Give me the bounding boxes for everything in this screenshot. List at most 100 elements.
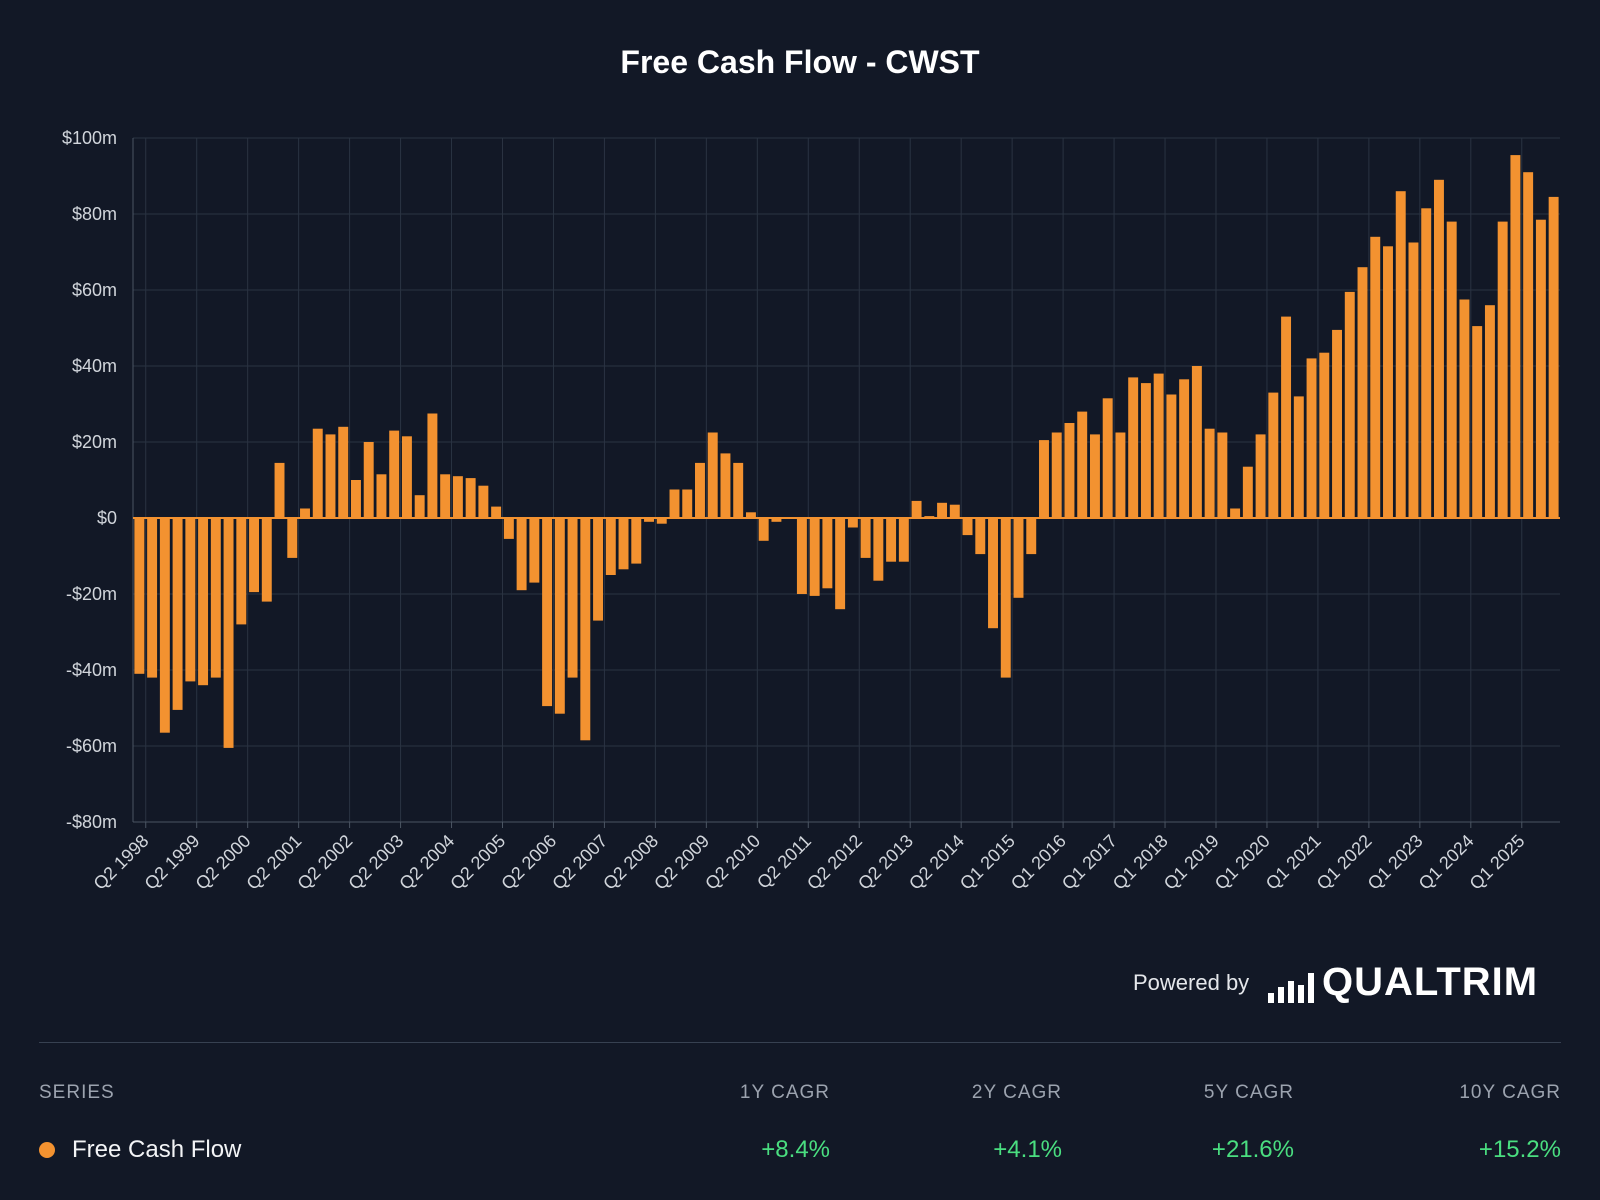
fcf-bar[interactable] bbox=[580, 518, 591, 741]
fcf-bar[interactable] bbox=[1166, 394, 1177, 519]
fcf-bar[interactable] bbox=[516, 518, 527, 591]
fcf-bar[interactable] bbox=[669, 489, 680, 519]
fcf-bar[interactable] bbox=[376, 474, 387, 518]
fcf-bar[interactable] bbox=[1026, 518, 1037, 555]
fcf-bar[interactable] bbox=[312, 428, 323, 518]
fcf-bar[interactable] bbox=[1255, 434, 1266, 518]
fcf-bar[interactable] bbox=[1459, 299, 1470, 519]
fcf-bar[interactable] bbox=[720, 453, 731, 518]
fcf-bar[interactable] bbox=[1064, 423, 1075, 518]
fcf-bar[interactable] bbox=[1433, 179, 1444, 519]
fcf-bar[interactable] bbox=[1153, 373, 1164, 518]
fcf-bar[interactable] bbox=[1039, 440, 1049, 518]
fcf-bar[interactable] bbox=[605, 518, 616, 575]
fcf-bar[interactable] bbox=[529, 518, 540, 583]
fcf-bar[interactable] bbox=[1242, 466, 1253, 518]
fcf-bar[interactable] bbox=[1446, 221, 1457, 518]
fcf-bar[interactable] bbox=[1217, 432, 1228, 519]
fcf-bar[interactable] bbox=[733, 462, 744, 518]
fcf-bar[interactable] bbox=[631, 518, 642, 564]
fcf-bar[interactable] bbox=[414, 495, 425, 518]
fcf-bar[interactable] bbox=[1484, 305, 1495, 518]
fcf-bar[interactable] bbox=[1548, 196, 1559, 518]
fcf-bar[interactable] bbox=[873, 518, 884, 581]
fcf-bar[interactable] bbox=[1332, 329, 1343, 518]
fcf-bar[interactable] bbox=[1140, 383, 1151, 518]
fcf-bar[interactable] bbox=[363, 442, 374, 518]
fcf-bar[interactable] bbox=[440, 474, 451, 518]
fcf-bar[interactable] bbox=[542, 518, 553, 707]
fcf-bar[interactable] bbox=[1421, 208, 1432, 519]
fcf-bar[interactable] bbox=[1383, 246, 1393, 519]
fcf-bar[interactable] bbox=[593, 518, 604, 621]
fcf-bar[interactable] bbox=[478, 485, 489, 518]
fcf-bar[interactable] bbox=[300, 508, 310, 519]
fcf-bar[interactable] bbox=[822, 518, 833, 589]
fcf-bar[interactable] bbox=[796, 518, 807, 594]
fcf-bar[interactable] bbox=[1204, 428, 1215, 518]
fcf-bar[interactable] bbox=[567, 518, 578, 678]
fcf-bar[interactable] bbox=[695, 462, 705, 518]
fcf-bar[interactable] bbox=[1344, 291, 1355, 518]
fcf-bar[interactable] bbox=[338, 426, 349, 518]
fcf-bar[interactable] bbox=[401, 436, 412, 518]
fcf-bar[interactable] bbox=[198, 518, 209, 686]
fcf-bar[interactable] bbox=[1395, 191, 1406, 518]
fcf-bar[interactable] bbox=[644, 518, 654, 522]
series-name[interactable]: Free Cash Flow bbox=[72, 1136, 242, 1163]
fcf-bar[interactable] bbox=[325, 434, 336, 518]
fcf-bar[interactable] bbox=[1306, 358, 1317, 518]
fcf-bar[interactable] bbox=[1319, 352, 1330, 518]
fcf-bar[interactable] bbox=[1077, 411, 1088, 518]
fcf-bar[interactable] bbox=[1472, 326, 1483, 518]
fcf-bar[interactable] bbox=[236, 518, 247, 625]
fcf-bar[interactable] bbox=[1268, 392, 1279, 518]
fcf-bar[interactable] bbox=[1013, 518, 1024, 598]
fcf-bar[interactable] bbox=[350, 480, 361, 518]
fcf-bar[interactable] bbox=[949, 504, 960, 518]
fcf-bar[interactable] bbox=[223, 518, 234, 748]
fcf-bar[interactable] bbox=[1051, 432, 1062, 519]
fcf-bar[interactable] bbox=[261, 518, 272, 602]
fcf-bar[interactable] bbox=[911, 500, 922, 518]
fcf-bar[interactable] bbox=[1497, 221, 1508, 518]
fcf-bar[interactable] bbox=[758, 518, 769, 541]
fcf-bar[interactable] bbox=[656, 518, 667, 524]
fcf-bar[interactable] bbox=[274, 462, 285, 518]
fcf-bar[interactable] bbox=[465, 478, 476, 518]
fcf-bar[interactable] bbox=[682, 489, 693, 519]
fcf-bar[interactable] bbox=[886, 518, 897, 562]
fcf-bar[interactable] bbox=[147, 518, 158, 678]
fcf-bar[interactable] bbox=[745, 512, 756, 518]
fcf-bar[interactable] bbox=[491, 506, 502, 518]
fcf-bar[interactable] bbox=[1089, 434, 1100, 518]
fcf-bar[interactable] bbox=[835, 518, 846, 610]
fcf-bar[interactable] bbox=[1357, 267, 1368, 518]
qualtrim-logo[interactable]: QUALTRIM bbox=[1322, 960, 1539, 1004]
fcf-bar[interactable] bbox=[707, 432, 718, 519]
fcf-bar[interactable] bbox=[1179, 379, 1190, 518]
fcf-bar[interactable] bbox=[962, 518, 973, 536]
fcf-bar[interactable] bbox=[1115, 432, 1126, 519]
fcf-bar[interactable] bbox=[185, 518, 196, 682]
fcf-bar[interactable] bbox=[452, 476, 463, 518]
fcf-bar[interactable] bbox=[988, 518, 998, 629]
fcf-bar[interactable] bbox=[1408, 242, 1419, 519]
fcf-bar[interactable] bbox=[172, 518, 183, 710]
fcf-bar[interactable] bbox=[389, 430, 400, 518]
fcf-bar[interactable] bbox=[1230, 508, 1241, 519]
fcf-bar[interactable] bbox=[1535, 219, 1546, 518]
fcf-bar[interactable] bbox=[503, 518, 514, 539]
fcf-bar[interactable] bbox=[1510, 155, 1521, 518]
fcf-bar[interactable] bbox=[847, 518, 858, 528]
fcf-bar[interactable] bbox=[1000, 518, 1011, 678]
fcf-bar[interactable] bbox=[860, 518, 871, 558]
fcf-bar[interactable] bbox=[210, 518, 221, 678]
fcf-bar[interactable] bbox=[809, 518, 820, 596]
fcf-bar[interactable] bbox=[898, 518, 909, 562]
fcf-bar[interactable] bbox=[975, 518, 986, 555]
fcf-bar[interactable] bbox=[771, 518, 782, 522]
fcf-bar[interactable] bbox=[427, 413, 438, 519]
fcf-bar[interactable] bbox=[159, 518, 170, 733]
fcf-bar[interactable] bbox=[1128, 377, 1139, 518]
